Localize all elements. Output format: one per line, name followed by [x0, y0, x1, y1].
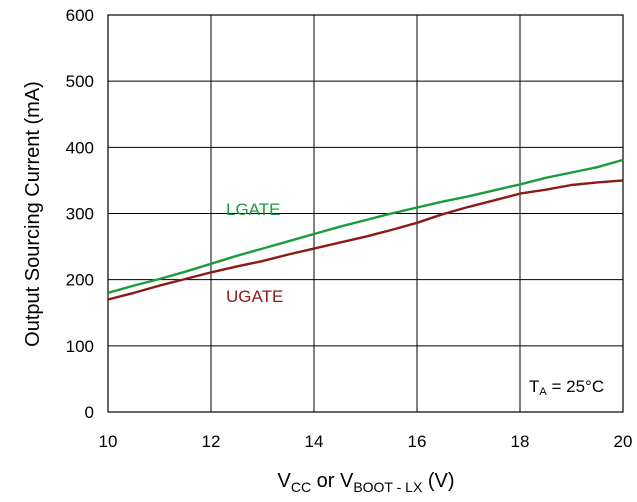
y-axis-title: Output Sourcing Current (mA) [22, 81, 44, 347]
x-tick-label: 16 [408, 432, 427, 451]
y-tick-label: 500 [66, 72, 94, 91]
x-tick-label: 12 [202, 432, 221, 451]
x-axis-title-sub-boot-lx: BOOT - LX [353, 479, 423, 495]
x-axis-title-part-unit: (V) [422, 470, 454, 492]
annotation-suffix: = 25°C [547, 377, 604, 396]
series-label-lgate: LGATE [226, 200, 280, 219]
plot-frame [107, 14, 624, 413]
annotation-subscript: A [539, 386, 547, 398]
x-tick-label: 18 [511, 432, 530, 451]
x-axis-title-sub-cc: CC [291, 479, 311, 495]
x-tick-label: 20 [614, 432, 633, 451]
grid [108, 15, 623, 412]
x-tick-labels: 10 12 14 16 18 20 [99, 432, 633, 451]
y-tick-label: 300 [66, 205, 94, 224]
x-axis-title-part-or-v: or V [311, 470, 354, 492]
y-tick-label: 100 [66, 337, 94, 356]
y-tick-label: 400 [66, 138, 94, 157]
series-lines [107, 158, 624, 301]
x-axis-title-part-v: V [277, 470, 291, 492]
temperature-annotation: TA = 25°C [529, 377, 604, 398]
y-tick-labels: 0 100 200 300 400 500 600 [66, 6, 94, 422]
y-tick-label: 200 [66, 271, 94, 290]
x-axis-title: VCC or VBOOT - LX (V) [277, 470, 454, 495]
y-tick-label: 0 [85, 403, 94, 422]
series-label-ugate: UGATE [226, 287, 283, 306]
x-tick-label: 14 [305, 432, 324, 451]
x-tick-label: 10 [99, 432, 118, 451]
y-tick-label: 600 [66, 6, 94, 25]
annotation-prefix: T [529, 377, 539, 396]
series-line-lgate [107, 158, 624, 295]
series-line-ugate [107, 179, 624, 301]
